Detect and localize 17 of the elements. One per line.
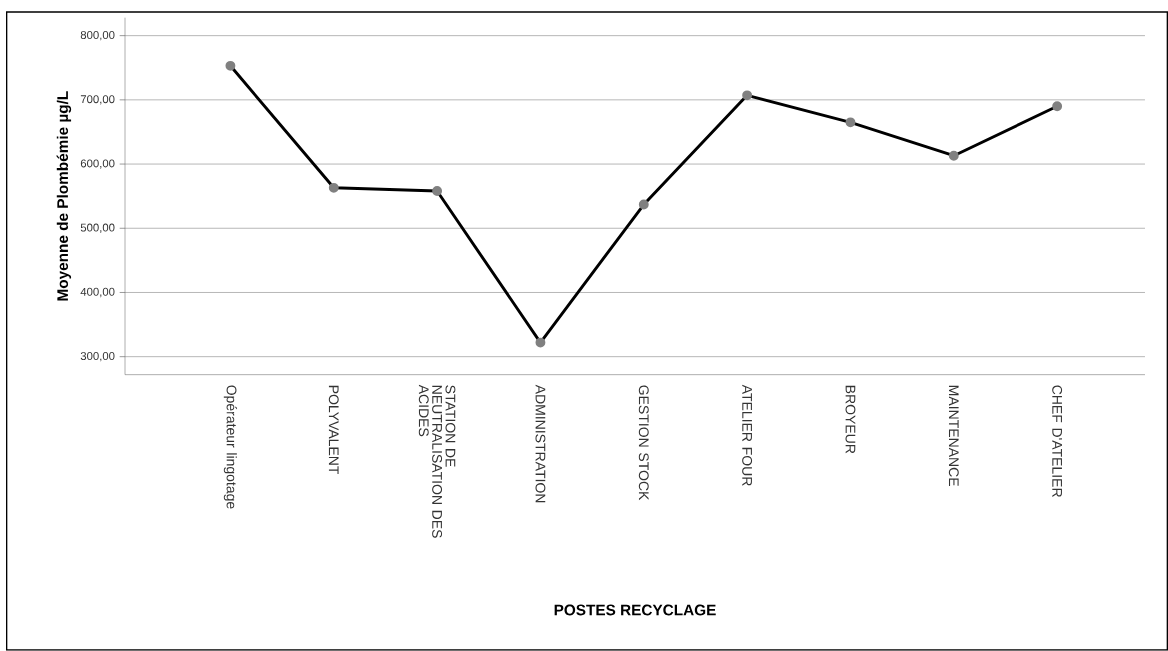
x-tick-label: Opérateur lingotage (223, 385, 238, 509)
y-tick-label: 800,00 (80, 31, 115, 41)
x-tick-label: ATELIER FOUR (742, 384, 753, 486)
x-tick-label: STATION DE NEUTRALISATION DES ACIDES (418, 384, 456, 538)
y-tick-label: 700,00 (80, 95, 115, 105)
y-tick-label: 600,00 (80, 159, 115, 169)
y-tick-label: 400,00 (80, 287, 115, 298)
x-axis-title: POSTES RECYCLAGE (554, 604, 716, 616)
x-tick-label: POLYVALENT (328, 386, 339, 475)
x-tick-label: BROYEUR (845, 386, 856, 454)
x-tick-label: CHEF D'ATELIER (1052, 385, 1063, 498)
x-tick-label: MAINTENANCE (948, 386, 959, 487)
x-tick-label: ADMINISTRATION (535, 384, 546, 503)
y-tick-label: 500,00 (80, 223, 115, 234)
y-tick-label: 300,00 (80, 352, 115, 362)
y-axis-title: Moyenne de Plombémie µg/L (56, 91, 72, 301)
x-tick-label: GESTION STOCK (638, 385, 649, 501)
